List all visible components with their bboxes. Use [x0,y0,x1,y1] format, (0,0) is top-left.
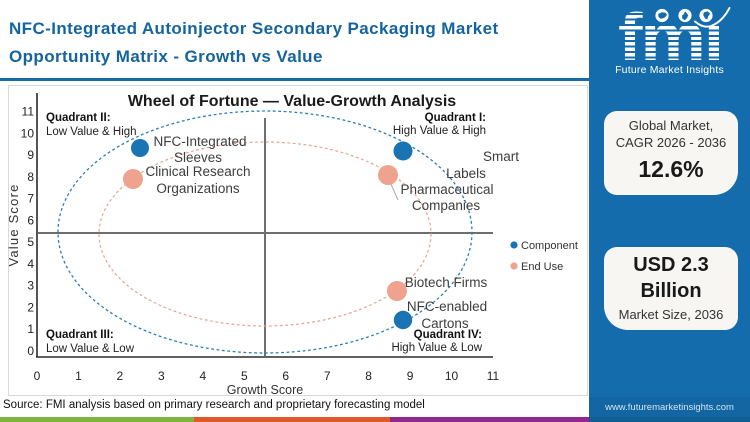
svg-text:9: 9 [27,148,34,162]
svg-text:Smart: Smart [483,149,519,164]
svg-text:11: 11 [22,105,35,119]
svg-text:4: 4 [199,369,206,383]
svg-text:High Value & High: High Value & High [393,125,486,137]
svg-text:1: 1 [27,322,34,336]
svg-text:Labels: Labels [446,166,486,181]
svg-text:Quadrant III:: Quadrant III: [46,329,114,341]
svg-text:8: 8 [365,369,372,383]
svg-text:4: 4 [27,257,34,271]
svg-text:1: 1 [75,369,82,383]
svg-text:Biotech Firms: Biotech Firms [405,275,488,290]
svg-text:6: 6 [282,369,289,383]
svg-text:5: 5 [241,369,248,383]
svg-text:6: 6 [27,213,34,227]
svg-text:11: 11 [487,369,500,383]
svg-text:Wheel of Fortune — Value-Growt: Wheel of Fortune — Value-Growth Analysis [128,93,456,110]
svg-text:2: 2 [27,300,34,314]
svg-text:3: 3 [27,279,34,293]
svg-text:10: 10 [21,126,35,140]
svg-text:9: 9 [407,369,414,383]
svg-text:7: 7 [324,369,331,383]
svg-text:NFC-Integrated: NFC-Integrated [153,134,246,149]
svg-text:Companies: Companies [412,198,481,213]
svg-text:Pharmaceutical: Pharmaceutical [400,182,493,197]
svg-text:Organizations: Organizations [156,181,240,196]
svg-text:Component: Component [521,240,578,252]
svg-text:Quadrant I:: Quadrant I: [425,112,486,124]
svg-text:Value Score: Value Score [6,183,21,266]
svg-text:Sleeves: Sleeves [174,150,222,165]
svg-text:End Use: End Use [521,261,563,273]
svg-text:Clinical Research: Clinical Research [145,164,250,179]
svg-text:Low Value & High: Low Value & High [46,126,137,138]
svg-text:8: 8 [27,170,34,184]
svg-text:2: 2 [117,369,124,383]
svg-text:3: 3 [158,369,165,383]
svg-text:10: 10 [445,369,459,383]
svg-text:0: 0 [27,344,34,358]
svg-text:7: 7 [27,192,34,206]
svg-text:5: 5 [27,235,34,249]
svg-text:Cartons: Cartons [421,316,469,331]
svg-text:Growth Score: Growth Score [227,383,303,397]
svg-text:Low Value & Low: Low Value & Low [46,343,135,355]
svg-text:Quadrant IV:: Quadrant IV: [414,329,482,341]
svg-text:0: 0 [34,369,41,383]
svg-text:NFC-enabled: NFC-enabled [407,299,487,314]
svg-text:High Value & Low: High Value & Low [391,342,482,354]
svg-text:Quadrant II:: Quadrant II: [46,112,111,124]
